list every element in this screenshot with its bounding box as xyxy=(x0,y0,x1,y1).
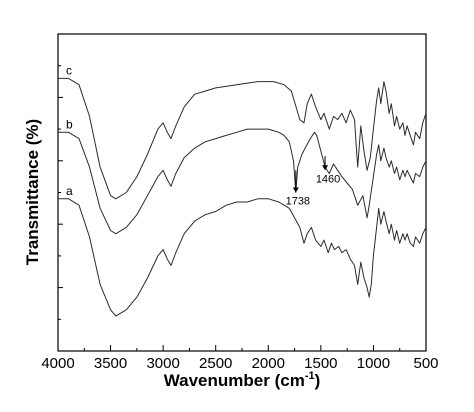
annotation-label-1738: 1738 xyxy=(286,196,310,208)
x-tick-label: 500 xyxy=(413,355,438,372)
curve-label-b: b xyxy=(66,117,73,131)
annotations: 1460 1738 xyxy=(286,156,340,208)
curve-label-c: c xyxy=(66,63,72,77)
x-tick-label: 1500 xyxy=(304,355,337,372)
x-tick-labels: 4000 3500 3000 2500 2000 1500 1000 500 xyxy=(41,355,438,372)
spectrum-curve-c xyxy=(58,77,427,200)
x-tick-label: 2500 xyxy=(199,355,232,372)
annotation-label-1460: 1460 xyxy=(316,173,340,185)
x-tick-label: 2000 xyxy=(252,355,285,372)
spectrum-curve-b xyxy=(58,128,427,235)
x-axis-title: Wavenumber (cm-1) xyxy=(164,370,321,390)
x-tick-label: 3500 xyxy=(94,355,127,372)
x-tick-label: 3000 xyxy=(146,355,179,372)
annotation-arrow-head xyxy=(292,187,299,193)
x-tick-label: 4000 xyxy=(41,355,74,372)
curve-label-a: a xyxy=(66,184,73,198)
spectra-curves: c b a xyxy=(58,63,427,317)
spectrum-curve-a xyxy=(58,198,427,317)
axis-ticks xyxy=(57,33,427,352)
y-axis-title: Transmittance (%) xyxy=(23,119,42,265)
x-tick-label: 1000 xyxy=(357,355,390,372)
annotation-arrow-head xyxy=(322,165,329,171)
